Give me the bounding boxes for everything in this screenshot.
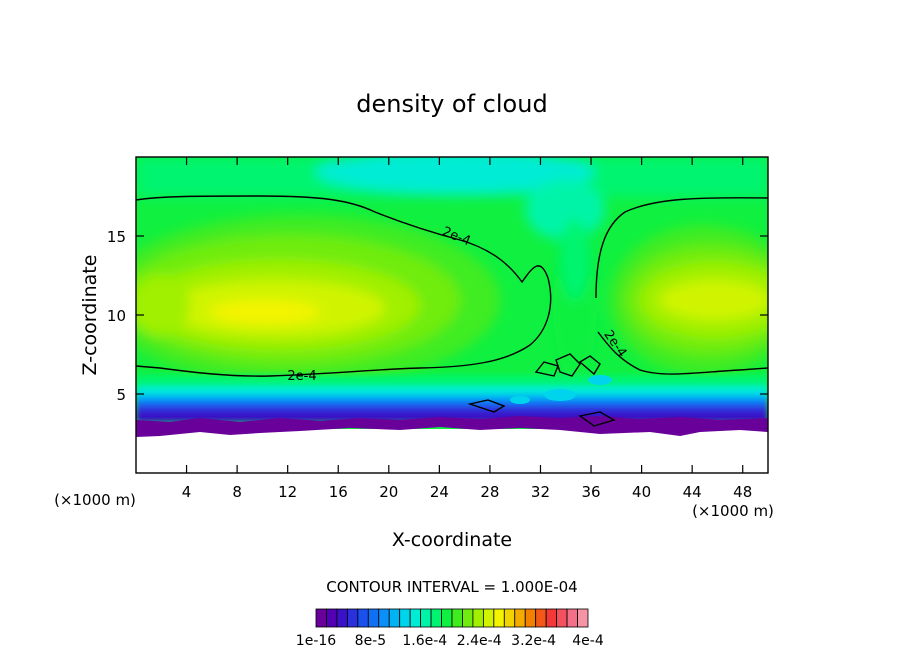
colorbar-swatch (514, 608, 526, 628)
x-tick-label: 28 (480, 483, 499, 501)
colorbar-label: 4e-4 (572, 633, 604, 649)
x-tick-label: 36 (581, 483, 600, 501)
colorbar-swatch (503, 608, 516, 628)
colorbar-swatch (346, 608, 359, 628)
x-tick-label: 16 (329, 483, 348, 501)
contour-label: 2e-4 (287, 369, 316, 384)
x-tick-label: 40 (632, 483, 651, 501)
colorbar-swatch (493, 608, 505, 628)
colorbar-label: 2.4e-4 (457, 633, 502, 649)
colorbar-swatch (524, 608, 537, 628)
colorbar-labels: 1e-16 8e-5 1.6e-4 2.4e-4 3.2e-4 4e-4 (296, 633, 604, 649)
x-tick-label: 8 (232, 483, 242, 501)
chart-title: density of cloud (356, 90, 547, 118)
colorbar-swatch (566, 608, 578, 628)
x-tick-label: 24 (430, 483, 449, 501)
colorbar-swatch (482, 608, 495, 628)
x-tick-label: 4 (182, 483, 192, 501)
colorbar-swatch (420, 608, 432, 628)
colorbar-swatch (409, 608, 422, 628)
y-axis-ticks: 5 10 15 (107, 228, 768, 404)
colorbar-swatch (367, 608, 380, 628)
x-tick-label: 32 (531, 483, 550, 501)
colorbar-swatch (399, 608, 411, 628)
colorbar-swatch (315, 608, 327, 628)
y-tick-label: 5 (116, 386, 126, 404)
x-tick-label: 20 (379, 483, 398, 501)
x-axis-unit-left: (×1000 m) (54, 491, 136, 509)
colorbar-swatch (388, 608, 401, 628)
density-field (136, 157, 768, 473)
colorbar-label: 3.2e-4 (511, 633, 556, 649)
y-axis-title: Z-coordinate (79, 255, 101, 376)
colorbar-swatch (535, 608, 547, 628)
y-tick-label: 15 (107, 228, 126, 246)
x-tick-label: 48 (733, 483, 752, 501)
colorbar (315, 608, 589, 628)
colorbar-swatch (451, 608, 463, 628)
colorbar-label: 1e-16 (296, 633, 336, 649)
colorbar-swatch (378, 608, 390, 628)
colorbar-swatch (430, 608, 442, 628)
x-axis-unit-right: (×1000 m) (692, 502, 774, 520)
colorbar-swatch (357, 608, 369, 628)
colorbar-label: 1.6e-4 (402, 633, 447, 649)
colorbar-swatch (326, 608, 338, 628)
colorbar-swatch (336, 608, 348, 628)
x-tick-label: 44 (683, 483, 702, 501)
y-tick-label: 10 (107, 307, 126, 325)
contour-lines (136, 195, 768, 427)
x-axis-title: X-coordinate (392, 529, 512, 551)
colorbar-label: 8e-5 (355, 633, 386, 649)
colorbar-swatch (545, 608, 558, 628)
colorbar-swatch (577, 608, 589, 628)
colorbar-swatch (472, 608, 484, 628)
x-tick-label: 12 (278, 483, 297, 501)
colorbar-swatch (441, 608, 453, 628)
x-axis-ticks: 4 8 12 16 20 24 28 32 36 40 44 48 (182, 157, 752, 501)
contour-interval-note: CONTOUR INTERVAL = 1.000E-04 (326, 578, 577, 596)
colorbar-swatch (462, 608, 474, 628)
colorbar-swatch (556, 608, 568, 628)
